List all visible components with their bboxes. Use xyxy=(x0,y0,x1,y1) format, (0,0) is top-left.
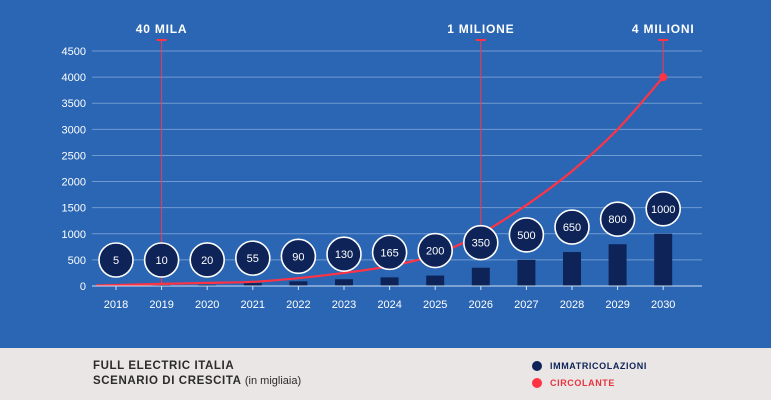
value-bubbles: 5 10 20 55 90 130 165 200 350 500 650 800 1000 xyxy=(98,190,682,278)
bar-2026 xyxy=(471,267,490,286)
y-tick-label: 2500 xyxy=(62,150,86,162)
x-tick-label-2018: 2018 xyxy=(104,299,128,311)
x-axis-ticks: 2018 2019 2020 2021 2022 2023 2024 2025 2026 2027… xyxy=(104,286,675,311)
legend-dot-immatricolazioni-icon xyxy=(532,360,542,371)
annotation-label: 1 MILIONE xyxy=(447,22,514,36)
data-label-2019: 10 xyxy=(155,255,167,267)
bar-2022 xyxy=(289,281,308,286)
chart-title: FULL ELECTRIC ITALIA xyxy=(93,360,235,372)
value-bubble-2021 xyxy=(235,240,271,276)
y-tick-label: 3500 xyxy=(62,98,86,110)
bar-2023 xyxy=(335,279,353,286)
x-tick-label-2030: 2030 xyxy=(651,299,675,311)
value-bubble-2020 xyxy=(189,242,225,278)
data-label-2026: 350 xyxy=(472,238,490,250)
bar-2021 xyxy=(243,283,262,286)
value-bubble-2030 xyxy=(645,190,682,227)
y-tick-label: 4000 xyxy=(62,72,86,84)
circolante-point-2030 xyxy=(659,73,668,82)
value-bubble-2018 xyxy=(98,242,134,278)
x-tick-label-2020: 2020 xyxy=(195,299,219,311)
data-label-2025: 200 xyxy=(426,246,444,258)
chart-subtitle: SCENARIO DI CRESCITA xyxy=(93,375,242,387)
y-tick-label: 2000 xyxy=(62,177,86,189)
bar-2027 xyxy=(517,259,536,286)
chart-panel: 0 500 1000 1500 2000 2500 3000 3500 4000 4500 40 … xyxy=(0,0,771,348)
y-tick-label: 500 xyxy=(68,255,86,267)
chart-svg: 0 500 1000 1500 2000 2500 3000 3500 4000 4500 40 … xyxy=(62,22,702,311)
bars xyxy=(107,233,673,286)
legend-dot-circolante-icon xyxy=(532,377,542,388)
chart-subtitle-row: SCENARIO DI CRESCITA (in migliaia) xyxy=(93,375,301,387)
bar-2020 xyxy=(198,284,217,286)
x-tick-label-2025: 2025 xyxy=(423,299,447,311)
value-bubble-2019 xyxy=(143,242,180,278)
x-tick-label-2021: 2021 xyxy=(241,299,265,311)
y-tick-label: 0 xyxy=(80,281,86,293)
annotation-label: 4 MILIONI xyxy=(632,22,695,36)
x-tick-label-2024: 2024 xyxy=(377,299,401,311)
value-bubble-2029 xyxy=(599,201,636,238)
bar-2019 xyxy=(152,284,171,286)
x-tick-label-2022: 2022 xyxy=(286,299,310,311)
bar-2029 xyxy=(608,244,627,286)
legend-item-immatricolazioni: IMMATRICOLAZIONI xyxy=(532,359,647,373)
x-tick-label-2019: 2019 xyxy=(149,299,173,311)
y-tick-label: 4500 xyxy=(62,46,86,58)
x-tick-label-2023: 2023 xyxy=(332,299,356,311)
x-tick-label-2029: 2029 xyxy=(605,299,629,311)
x-tick-label-2026: 2026 xyxy=(469,299,493,311)
value-bubble-2025 xyxy=(417,232,454,269)
bar-2025 xyxy=(426,275,445,286)
value-bubble-2027 xyxy=(508,217,545,253)
footer: FULL ELECTRIC ITALIA SCENARIO DI CRESCIT… xyxy=(0,348,771,400)
bar-2024 xyxy=(380,277,399,286)
data-label-2028: 650 xyxy=(563,222,581,234)
legend-label-immatricolazioni: IMMATRICOLAZIONI xyxy=(550,361,647,371)
x-tick-label-2028: 2028 xyxy=(560,299,584,311)
data-label-2030: 1000 xyxy=(651,204,675,216)
value-bubble-2026 xyxy=(462,224,499,261)
data-label-2029: 800 xyxy=(608,214,626,226)
y-tick-label: 3000 xyxy=(62,124,86,136)
bar-2030 xyxy=(654,233,673,286)
data-label-2021: 55 xyxy=(247,253,259,265)
data-label-2027: 500 xyxy=(517,230,535,242)
chart-subtitle-note: (in migliaia) xyxy=(244,375,302,387)
data-label-2018: 5 xyxy=(113,255,119,267)
value-bubble-2028 xyxy=(554,209,590,245)
legend-item-circolante: CIRCOLANTE xyxy=(532,376,615,390)
data-label-2024: 165 xyxy=(380,247,398,259)
value-bubble-2022 xyxy=(280,238,317,275)
bar-2028 xyxy=(563,252,581,286)
value-bubble-2023 xyxy=(326,236,362,273)
data-label-2023: 130 xyxy=(335,249,353,261)
gridlines xyxy=(92,50,702,261)
annotation-label: 40 MILA xyxy=(136,22,188,36)
data-label-2022: 90 xyxy=(292,251,304,263)
x-tick-label-2027: 2027 xyxy=(514,299,538,311)
value-bubble-2024 xyxy=(371,234,408,271)
legend-label-circolante: CIRCOLANTE xyxy=(550,378,615,388)
data-label-2020: 20 xyxy=(201,255,213,267)
y-axis-ticks: 0 500 1000 1500 2000 2500 3000 3500 4000 4500 xyxy=(62,46,86,293)
y-tick-label: 1500 xyxy=(62,203,86,215)
y-tick-label: 1000 xyxy=(62,229,86,241)
